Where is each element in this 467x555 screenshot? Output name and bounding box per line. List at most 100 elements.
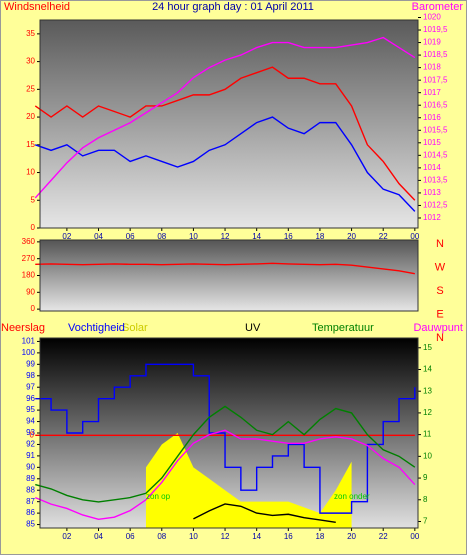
chart-title: 24 hour graph day : 01 April 2011 [152,1,314,13]
x-tick-label: 18 [315,232,324,241]
series-line [34,36,416,199]
x-tick-label: 00 [410,532,419,541]
x-tick-label: 02 [62,232,71,241]
x-tick-label: 16 [284,532,293,541]
y-tick-label: 0 [31,223,36,232]
x-tick-label: 20 [347,232,356,241]
y2-tick-label: 7 [423,517,428,526]
x-tick-label: 08 [157,232,166,241]
x-tick-label: 20 [347,532,356,541]
annotation: zon op [146,492,171,501]
y2-tick-label: 1020 [423,13,441,22]
x-tick-label: 00 [410,232,419,241]
y2-tick-label: 1018 [423,63,441,72]
y2-tick-label: 1014 [423,163,441,172]
y2-tick-label: 9 [423,473,428,482]
y-tick-label: 87 [26,497,35,506]
x-tick-label: 04 [94,232,103,241]
y-tick-label: 86 [26,508,35,517]
x-tick-label: 12 [221,532,230,541]
legend-label: Neerslag [1,322,45,334]
direction-label: N [436,238,444,250]
y-tick-label: 98 [26,371,35,380]
series-line [35,405,416,503]
x-tick-label: 10 [189,532,198,541]
y-tick-label: 88 [26,485,35,494]
y-tick-label: 90 [26,287,35,296]
direction-label: E [436,308,443,320]
x-tick-label: 12 [221,232,230,241]
y2-tick-label: 1017 [423,88,441,97]
x-tick-label: 22 [379,232,388,241]
y2-tick-label: 1013,5 [423,175,448,184]
series-line [193,503,336,523]
series-line [35,116,416,212]
y-tick-label: 15 [26,140,35,149]
y2-tick-label: 1019 [423,38,441,47]
y2-tick-label: 1015 [423,138,441,147]
y2-tick-label: 1016 [423,113,441,122]
plot-border [39,239,419,312]
y-tick-label: 30 [26,57,35,66]
y-tick-label: 97 [26,382,35,391]
y2-tick-label: 1018,5 [423,50,448,59]
x-tick-label: 16 [284,232,293,241]
y-tick-label: 5 [31,195,36,204]
series-line [35,363,416,514]
y2-tick-label: 1012 [423,213,441,222]
x-tick-label: 14 [252,532,261,541]
y2-tick-label: 8 [423,495,428,504]
y2-axis-label: Barometer [412,1,464,13]
y3-tick-label: 0 [30,430,35,439]
y2-tick-label: 14 [423,365,432,374]
y-tick-label: 10 [26,168,35,177]
legend-label: Temperatuur [312,322,374,334]
series-line [34,66,416,201]
y-tick-label: 100 [22,348,36,357]
legend-label: Dauwpunt [413,322,463,334]
y2-tick-label: 11 [423,430,432,439]
y-tick-label: 91 [26,451,35,460]
y-tick-label: 180 [22,271,36,280]
legend-label: Vochtigheid [68,322,125,334]
y-tick-label: 99 [26,359,35,368]
y-tick-label: 93 [26,428,35,437]
y-tick-label: 270 [22,254,36,263]
x-tick-label: 06 [126,532,135,541]
y2-tick-label: 1019,5 [423,25,448,34]
plot-border [39,337,419,529]
y2-tick-label: 1014,5 [423,150,448,159]
y-tick-label: 20 [26,112,35,121]
y2-tick-label: 13 [423,386,432,395]
y-tick-label: 85 [26,520,35,529]
x-tick-label: 10 [189,232,198,241]
y-tick-label: 0 [31,304,36,313]
direction-label: S [436,285,443,297]
y-tick-label: 96 [26,394,35,403]
y-tick-label: 94 [26,417,35,426]
y2-tick-label: 1015,5 [423,125,448,134]
x-tick-label: 02 [62,532,71,541]
plot-area [40,240,418,311]
x-tick-label: 06 [126,232,135,241]
y-tick-label: 92 [26,440,35,449]
y-tick-label: 95 [26,405,35,414]
x-tick-label: 22 [379,532,388,541]
plot-area [40,20,418,228]
annotation: zon onder [334,492,370,501]
series-area [145,433,352,528]
series-line [34,429,416,521]
y-tick-label: 101 [22,337,36,346]
x-tick-label: 04 [94,532,103,541]
y2-tick-label: 12 [423,408,432,417]
series-line [35,262,415,275]
y2-tick-label: 1017,5 [423,75,448,84]
legend-label: Solar [122,322,148,334]
y-tick-label: 89 [26,474,35,483]
y-tick-label: 25 [26,84,35,93]
y-tick-label: 90 [26,462,35,471]
x-tick-label: 18 [315,532,324,541]
y2-tick-label: 15 [423,343,432,352]
